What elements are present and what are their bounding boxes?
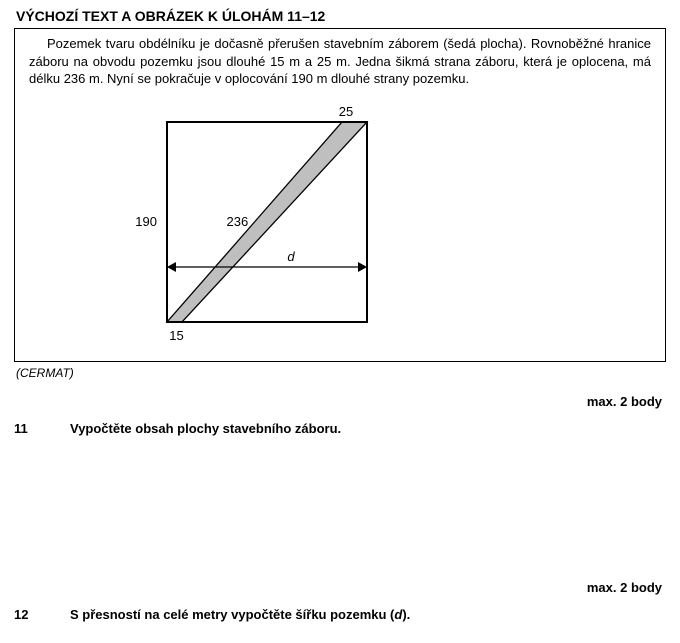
section-heading: VÝCHOZÍ TEXT A OBRÁZEK K ÚLOHÁM 11–12 [16,8,666,24]
svg-text:190: 190 [135,214,157,229]
svg-text:d: d [287,249,295,264]
task-12-text: S přesností na celé metry vypočtěte šířk… [70,607,666,622]
svg-text:236: 236 [227,214,249,229]
points-2: max. 2 body [14,580,662,595]
svg-text:25: 25 [339,104,353,119]
task-12-number: 12 [14,607,70,622]
source-label: (CERMAT) [16,366,666,380]
geometry-diagram: 25 190 236 15 d [111,102,411,352]
svg-text:15: 15 [169,328,183,343]
task-11: 11 Vypočtěte obsah plochy stavebního záb… [14,421,666,436]
points-1: max. 2 body [14,394,662,409]
workspace-gap [14,436,666,566]
task-11-number: 11 [14,421,70,436]
problem-frame: Pozemek tvaru obdélníku je dočasně přeru… [14,28,666,362]
task-12-suffix: ). [402,607,410,622]
problem-paragraph: Pozemek tvaru obdélníku je dočasně přeru… [29,35,651,88]
task-11-text: Vypočtěte obsah plochy stavebního záboru… [70,421,666,436]
page: VÝCHOZÍ TEXT A OBRÁZEK K ÚLOHÁM 11–12 Po… [0,0,680,636]
figure-container: 25 190 236 15 d [111,102,651,355]
task-12: 12 S přesností na celé metry vypočtěte š… [14,607,666,622]
task-12-prefix: S přesností na celé metry vypočtěte šířk… [70,607,394,622]
